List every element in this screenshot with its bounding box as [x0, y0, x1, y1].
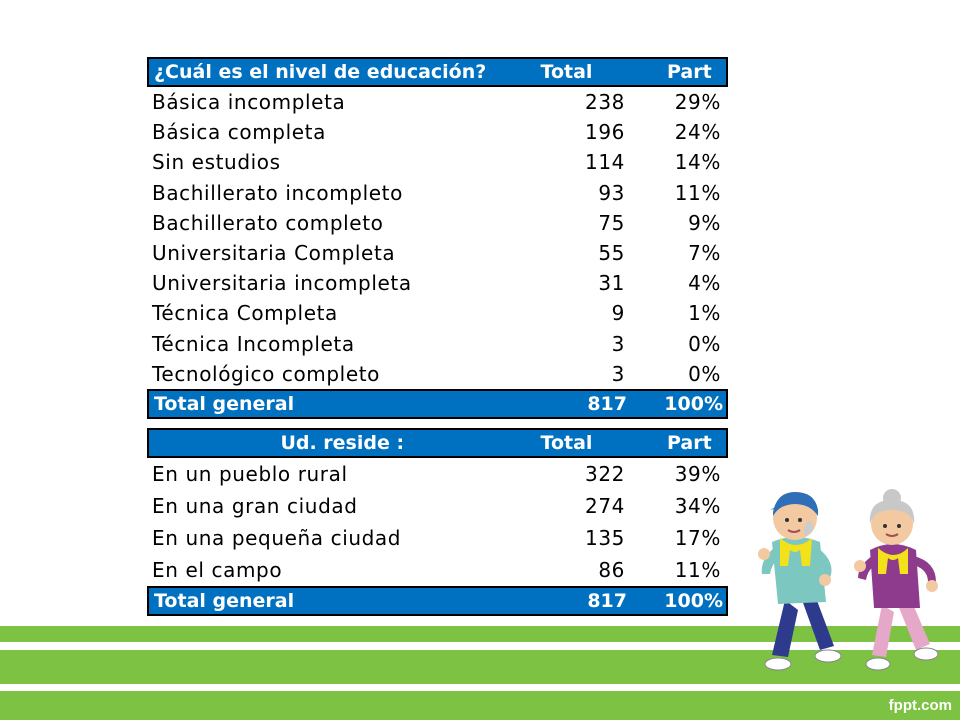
- row-part: 11%: [674, 558, 721, 582]
- row-label: Tecnológico completo: [152, 361, 381, 386]
- row-label: En una pequeña ciudad: [152, 526, 402, 550]
- elderly-man-figure: [758, 492, 842, 671]
- row-label: Universitaria incompleta: [152, 271, 412, 296]
- row-total: 31: [598, 271, 625, 296]
- table-row: Bachillerato completo 75 9%: [147, 208, 728, 238]
- row-total: 196: [585, 120, 625, 145]
- row-label: Técnica Incompleta: [152, 331, 355, 356]
- header-part: Part: [666, 61, 712, 83]
- ground-stripe: [0, 626, 960, 642]
- table-total-row: Total general 817 100%: [147, 388, 728, 419]
- row-label: Básica incompleta: [152, 90, 346, 115]
- ground-divider: [0, 684, 960, 691]
- row-total: 93: [598, 180, 625, 205]
- elderly-woman-figure: [854, 489, 939, 671]
- row-total: 55: [598, 241, 625, 266]
- total-label: Total general: [154, 392, 295, 415]
- row-total: 135: [585, 526, 625, 550]
- row-part: 24%: [674, 120, 721, 145]
- row-label: Sin estudios: [152, 150, 281, 175]
- total-part: 100%: [664, 392, 723, 415]
- table-row: En una gran ciudad 274 34%: [147, 490, 728, 522]
- table-row: Técnica Incompleta 3 0%: [147, 329, 728, 359]
- row-total: 114: [585, 150, 625, 175]
- row-label: Técnica Completa: [152, 301, 338, 326]
- header-total: Total: [540, 432, 593, 454]
- row-part: 1%: [688, 301, 721, 326]
- table-row: Universitaria incompleta 31 4%: [147, 268, 728, 298]
- elderly-couple-jogging-icon: [740, 470, 955, 680]
- header-label: ¿Cuál es el nivel de educación?: [154, 61, 487, 83]
- table-row: En una pequeña ciudad 135 17%: [147, 522, 728, 554]
- education-table: ¿Cuál es el nivel de educación? Total Pa…: [147, 57, 728, 419]
- table-row: En un pueblo rural 322 39%: [147, 458, 728, 490]
- row-label: Básica completa: [152, 120, 326, 145]
- table-row: Bachillerato incompleto 93 11%: [147, 178, 728, 208]
- header-total: Total: [540, 61, 593, 83]
- row-part: 7%: [688, 241, 721, 266]
- total-label: Total general: [154, 590, 295, 612]
- brand-watermark: fppt.com: [888, 697, 952, 714]
- table-row: Básica incompleta 238 29%: [147, 87, 728, 117]
- row-label: En un pueblo rural: [152, 462, 348, 486]
- total-value: 817: [587, 392, 627, 415]
- row-part: 34%: [674, 494, 721, 518]
- header-part: Part: [666, 432, 712, 454]
- row-total: 86: [598, 558, 625, 582]
- row-label: En una gran ciudad: [152, 494, 358, 518]
- row-part: 39%: [674, 462, 721, 486]
- table-row: Tecnológico completo 3 0%: [147, 359, 728, 389]
- row-total: 238: [585, 90, 625, 115]
- row-part: 4%: [688, 271, 721, 296]
- row-part: 11%: [674, 180, 721, 205]
- row-part: 14%: [674, 150, 721, 175]
- total-value: 817: [587, 590, 627, 612]
- row-total: 322: [585, 462, 625, 486]
- table-row: Universitaria Completa 55 7%: [147, 238, 728, 268]
- ground-stripe: [0, 650, 960, 684]
- row-part: 0%: [688, 331, 721, 356]
- row-part: 29%: [674, 90, 721, 115]
- row-label: Universitaria Completa: [152, 241, 396, 266]
- table-total-row: Total general 817 100%: [147, 586, 728, 616]
- row-part: 0%: [688, 361, 721, 386]
- row-total: 3: [611, 331, 625, 356]
- ground-stripe: [0, 691, 960, 720]
- table-row: Técnica Completa 9 1%: [147, 298, 728, 328]
- row-label: Bachillerato incompleto: [152, 180, 403, 205]
- row-part: 17%: [674, 526, 721, 550]
- row-total: 274: [585, 494, 625, 518]
- table-row: En el campo 86 11%: [147, 554, 728, 586]
- row-part: 9%: [688, 210, 721, 235]
- ground-divider: [0, 642, 960, 650]
- table-row: Básica completa 196 24%: [147, 117, 728, 147]
- header-label: Ud. reside :: [280, 432, 405, 454]
- row-total: 3: [611, 361, 625, 386]
- row-total: 9: [611, 301, 625, 326]
- row-label: En el campo: [152, 558, 283, 582]
- table-header: ¿Cuál es el nivel de educación? Total Pa…: [147, 57, 728, 87]
- total-part: 100%: [664, 590, 723, 612]
- row-label: Bachillerato completo: [152, 210, 384, 235]
- residence-table: Ud. reside : Total Part En un pueblo rur…: [147, 428, 728, 616]
- table-row: Sin estudios 114 14%: [147, 147, 728, 177]
- table-header: Ud. reside : Total Part: [147, 428, 728, 458]
- row-total: 75: [598, 210, 625, 235]
